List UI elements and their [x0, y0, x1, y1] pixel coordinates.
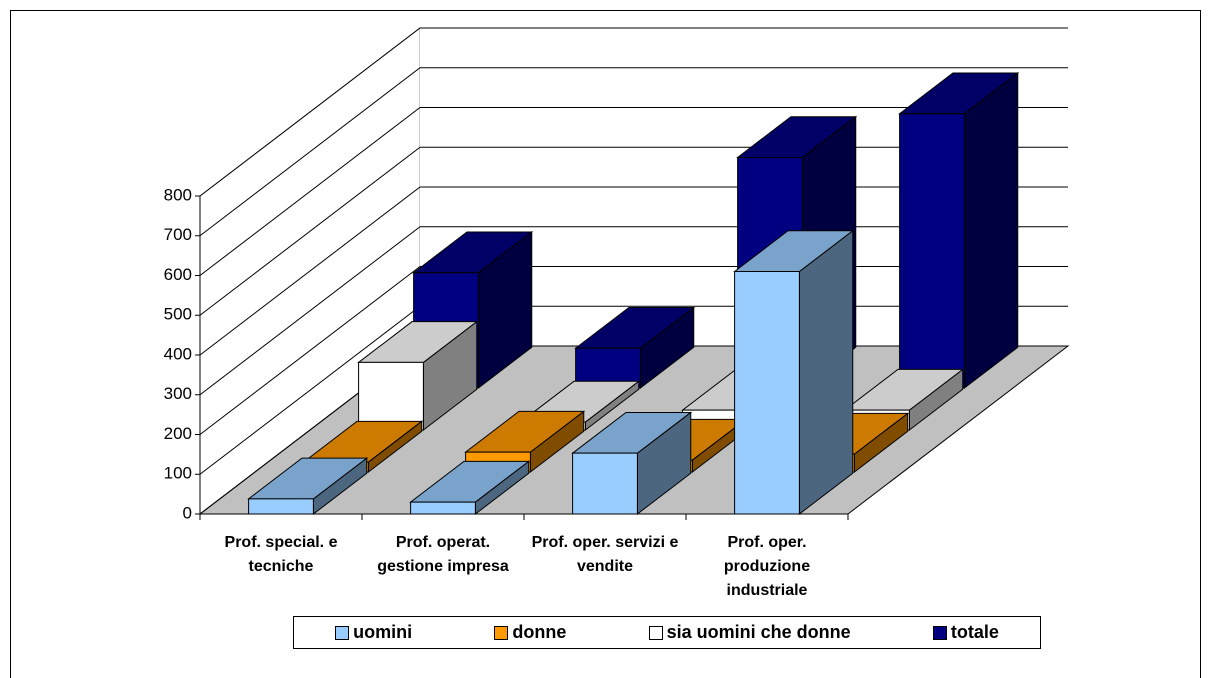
- y-tick-label: 600: [164, 265, 192, 284]
- y-tick-label: 100: [164, 464, 192, 483]
- y-tick-label: 200: [164, 424, 192, 443]
- chart-frame: [10, 10, 1201, 678]
- bar: [733, 229, 855, 516]
- x-tick-label: Prof. operat. gestione impresa: [377, 534, 509, 575]
- bar: [409, 460, 531, 516]
- bar-side: [798, 229, 854, 516]
- grid-line: [199, 67, 1068, 237]
- grid-line: [199, 27, 1068, 197]
- y-tick-label: 500: [164, 305, 192, 324]
- bar-front: [410, 501, 476, 515]
- bar: [898, 71, 1020, 390]
- y-tick-label: 300: [164, 384, 192, 403]
- x-tick-label: Prof. oper. produzione industriale: [723, 534, 811, 599]
- y-tick-label: 800: [164, 185, 192, 204]
- legend-label: donne: [512, 622, 567, 642]
- legend-swatch: [932, 625, 947, 640]
- y-tick-label: 0: [183, 503, 192, 522]
- bar-front: [572, 452, 638, 515]
- legend-item: sia uomini che donne: [648, 622, 851, 643]
- bar-front: [734, 271, 800, 515]
- bar: [571, 411, 693, 516]
- legend-item: uomini: [335, 622, 412, 643]
- bar-front: [248, 498, 314, 515]
- legend-label: sia uomini che donne: [666, 622, 851, 642]
- bar-front: [358, 361, 424, 431]
- legend-swatch: [648, 625, 663, 640]
- legend: uomini donne sia uomini che donne totale: [293, 616, 1041, 649]
- legend-label: uomini: [353, 622, 413, 642]
- grid-line: [199, 107, 1068, 276]
- bar-front: [899, 113, 965, 389]
- legend-item: totale: [932, 622, 999, 643]
- x-tick-label: Prof. special. e tecniche: [224, 534, 338, 575]
- legend-item: donne: [494, 622, 566, 643]
- legend-swatch: [335, 625, 350, 640]
- legend-label: totale: [950, 622, 999, 642]
- bar: [357, 320, 479, 432]
- bar: [247, 457, 369, 516]
- x-tick-label: Prof. oper. servizi e vendite: [531, 534, 679, 575]
- legend-swatch: [494, 625, 509, 640]
- y-tick-label: 400: [164, 344, 192, 363]
- bar-side: [963, 71, 1019, 390]
- bar: [574, 306, 696, 390]
- y-tick-label: 700: [164, 225, 192, 244]
